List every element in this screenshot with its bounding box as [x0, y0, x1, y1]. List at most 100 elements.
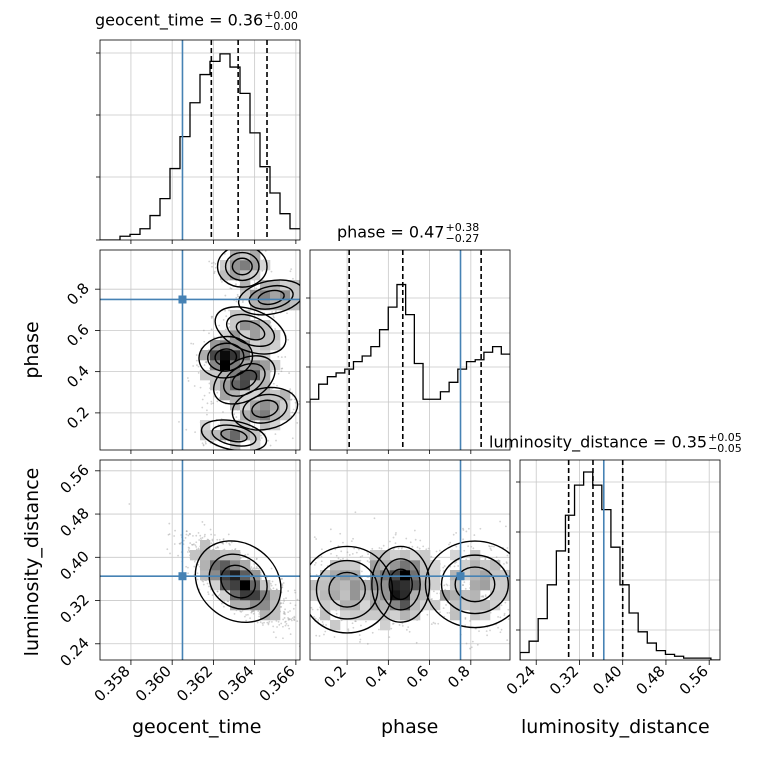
- sample-point: [492, 545, 495, 548]
- density-cell: [210, 340, 221, 351]
- sample-point: [507, 618, 510, 620]
- density-cell: [250, 290, 261, 301]
- density-cell: [240, 420, 251, 431]
- sample-point: [217, 594, 220, 597]
- sample-point: [293, 616, 296, 619]
- density-cell: [230, 370, 241, 381]
- sample-point: [188, 533, 191, 535]
- sample-point: [251, 568, 254, 570]
- sample-point: [185, 530, 188, 533]
- sample-point: [187, 534, 190, 537]
- sample-point: [193, 543, 195, 546]
- density-cell: [270, 300, 281, 311]
- density-cell: [250, 250, 261, 261]
- sample-point: [469, 619, 471, 622]
- sample-point: [290, 398, 292, 401]
- sample-point: [228, 309, 230, 312]
- sample-point: [192, 534, 194, 537]
- density-cell: [270, 600, 281, 611]
- density-cell: [200, 430, 211, 441]
- sample-point: [289, 388, 292, 391]
- contour-line: [211, 424, 257, 447]
- sample-point: [199, 537, 202, 540]
- sample-point: [210, 400, 213, 403]
- sample-point: [522, 611, 524, 613]
- sample-point: [330, 552, 332, 555]
- sample-point: [195, 541, 198, 544]
- contour-line: [220, 428, 248, 443]
- contour-line: [231, 369, 258, 391]
- sample-point: [210, 533, 213, 536]
- sample-point: [203, 394, 206, 397]
- density-cell: [220, 560, 231, 571]
- sample-point: [288, 372, 291, 374]
- sample-point: [442, 566, 445, 569]
- sample-point: [202, 443, 205, 446]
- sample-point: [260, 246, 262, 248]
- sample-point: [251, 610, 253, 612]
- sample-point: [432, 621, 435, 624]
- sample-point: [280, 367, 283, 370]
- density-cell: [240, 340, 251, 351]
- sample-point: [270, 388, 273, 390]
- sample-point: [225, 315, 228, 318]
- density-cell: [240, 320, 251, 331]
- sample-point: [222, 538, 225, 540]
- sample-point: [527, 567, 529, 569]
- sample-point: [271, 311, 274, 313]
- sample-point: [304, 597, 306, 599]
- sample-point: [499, 520, 501, 523]
- sample-point: [335, 612, 338, 615]
- sample-point: [245, 614, 248, 616]
- density-cell: [260, 600, 271, 611]
- sample-point: [253, 563, 256, 565]
- density-cell: [270, 610, 281, 621]
- sample-point: [322, 623, 325, 626]
- sample-point: [314, 617, 317, 620]
- sample-point: [352, 537, 354, 540]
- sample-point: [448, 543, 450, 546]
- sample-point: [270, 584, 273, 587]
- sample-point: [283, 610, 285, 613]
- sample-point: [398, 624, 401, 626]
- sample-point: [284, 608, 286, 611]
- sample-point: [526, 565, 528, 567]
- sample-point: [235, 300, 238, 303]
- sample-point: [218, 538, 221, 541]
- sample-point: [292, 277, 294, 280]
- sample-point: [517, 568, 519, 570]
- density-cell: [270, 340, 281, 351]
- panel-geocent_time-vs-phase: [100, 241, 307, 450]
- sample-point: [305, 303, 307, 305]
- sample-point: [272, 315, 275, 317]
- density-cell: [220, 370, 231, 381]
- sample-point: [177, 554, 179, 557]
- sample-point: [513, 594, 515, 596]
- sample-point: [283, 617, 286, 619]
- sample-point: [276, 626, 278, 628]
- sample-point: [275, 619, 278, 622]
- sample-point: [394, 542, 397, 545]
- sample-point: [280, 370, 283, 373]
- sample-point: [378, 547, 381, 549]
- sample-point: [281, 586, 284, 589]
- contour-line: [248, 284, 294, 310]
- sample-point: [203, 523, 206, 526]
- sample-point: [282, 625, 284, 628]
- sample-point: [269, 444, 272, 447]
- sample-point: [401, 624, 404, 627]
- panel-phase-vs-luminosity_distance: [304, 460, 529, 660]
- sample-point: [224, 328, 227, 331]
- sample-point: [216, 391, 219, 394]
- sample-point: [337, 557, 340, 560]
- density-cell: [200, 350, 211, 361]
- sample-point: [289, 602, 292, 605]
- sample-point: [201, 406, 204, 409]
- sample-point: [347, 630, 350, 632]
- sample-point: [453, 565, 456, 568]
- contour-line: [194, 540, 282, 624]
- sample-point: [315, 538, 318, 540]
- sample-point: [249, 241, 251, 243]
- sample-point: [422, 545, 425, 548]
- density-cell: [280, 290, 291, 301]
